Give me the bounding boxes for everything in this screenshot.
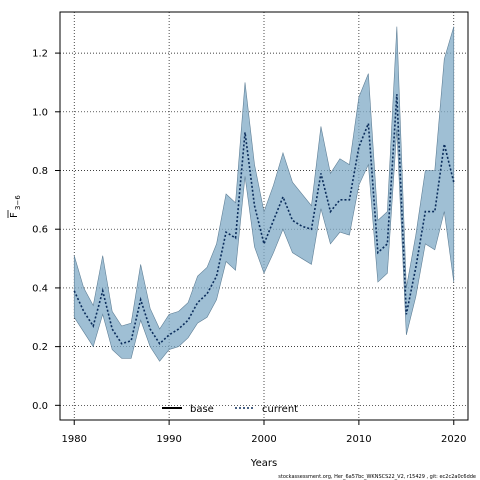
x-axis-label: Years bbox=[250, 458, 277, 469]
y-tick-label: 0.0 bbox=[32, 401, 48, 412]
x-tick-label: 1990 bbox=[156, 434, 181, 445]
x-tick-label: 2020 bbox=[441, 434, 466, 445]
y-tick-label: 0.6 bbox=[32, 225, 48, 236]
legend: base current bbox=[162, 404, 298, 415]
x-axis: 1980 1990 2000 2010 2020 bbox=[62, 420, 466, 445]
confidence-band bbox=[73, 26, 455, 362]
y-tick-label: 0.8 bbox=[32, 166, 48, 177]
y-axis: 0.0 0.2 0.4 0.6 0.8 1.0 1.2 bbox=[32, 49, 60, 412]
footnote: stockassessment.org, Her_6a57bc_WKNSCS22… bbox=[278, 474, 476, 480]
y-tick-label: 1.0 bbox=[32, 107, 48, 118]
y-axis-label: F 3−6 bbox=[7, 195, 22, 218]
y-tick-label: 0.4 bbox=[32, 283, 48, 294]
x-tick-label: 1980 bbox=[62, 434, 87, 445]
y-tick-label: 1.2 bbox=[32, 49, 48, 60]
x-tick-label: 2000 bbox=[251, 434, 276, 445]
legend-label-base: base bbox=[190, 404, 214, 415]
x-tick-label: 2010 bbox=[346, 434, 371, 445]
y-axis-label-main: F bbox=[9, 212, 20, 218]
legend-label-current: current bbox=[262, 404, 298, 415]
y-axis-label-sub: 3−6 bbox=[14, 195, 22, 210]
series-line-current bbox=[73, 94, 455, 345]
y-tick-label: 0.2 bbox=[32, 342, 48, 353]
series-lines bbox=[73, 94, 455, 345]
